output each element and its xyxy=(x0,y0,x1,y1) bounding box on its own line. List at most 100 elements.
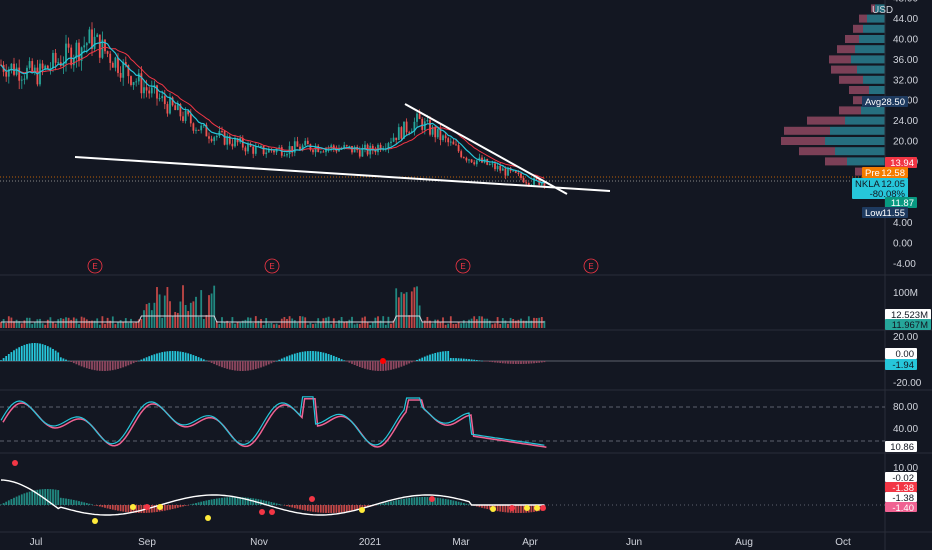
oscillator-histogram-bar xyxy=(135,505,138,513)
oscillator-histogram-bar xyxy=(327,505,330,513)
oscillator-histogram-bar xyxy=(187,505,190,506)
macd-histogram-bar xyxy=(101,361,104,371)
volume-profile-bar xyxy=(875,4,885,13)
oscillator-histogram-bar xyxy=(182,505,184,507)
volume-bar xyxy=(384,324,387,328)
volume-profile-bar xyxy=(839,75,863,84)
macd-histogram-bar xyxy=(291,354,294,361)
price-candle xyxy=(143,87,145,94)
oscillator-histogram-bar xyxy=(351,505,353,511)
oscillator-histogram-bar xyxy=(384,502,387,505)
volume-bar xyxy=(187,311,190,328)
macd-cross-dot xyxy=(380,358,386,364)
macd-histogram-bar xyxy=(345,361,348,362)
macd-histogram-bar xyxy=(223,361,226,369)
price-candle xyxy=(184,110,187,121)
oscillator-histogram-bar xyxy=(296,505,299,509)
macd-histogram-bar xyxy=(150,355,153,361)
volume-bar xyxy=(143,310,145,328)
oscillator-histogram-bar xyxy=(322,505,325,513)
price-candle xyxy=(273,150,275,153)
volume-bar xyxy=(132,322,135,328)
price-candle xyxy=(410,131,413,133)
price-candle xyxy=(330,145,333,148)
price-candle xyxy=(127,65,130,77)
oscillator-histogram-bar xyxy=(262,500,265,505)
volume-pane[interactable] xyxy=(0,285,546,328)
macd-histogram-bar xyxy=(67,360,70,362)
macd-histogram-bar xyxy=(5,355,8,361)
price-candle xyxy=(109,53,112,63)
macd-histogram-bar xyxy=(239,361,242,371)
volume-bar xyxy=(78,324,80,328)
price-candle xyxy=(0,64,2,66)
oscillator-pane[interactable] xyxy=(0,460,885,524)
last-price-badge-label: NKLA xyxy=(855,179,880,190)
oscillator-histogram-bar xyxy=(481,505,483,508)
volume-bar xyxy=(361,317,364,328)
macd-histogram-bar xyxy=(418,358,421,361)
volume-bar xyxy=(468,319,470,328)
volume-bar xyxy=(59,318,62,328)
price-candle xyxy=(150,87,153,94)
price-candle xyxy=(114,57,117,68)
oscillator-histogram-bar xyxy=(221,497,223,505)
macd-histogram-bar xyxy=(535,361,538,364)
price-candle xyxy=(299,146,301,150)
volume-bar xyxy=(431,323,434,328)
oscillator-histogram-bar xyxy=(93,505,96,506)
oscillator-histogram-bar xyxy=(15,496,18,505)
volume-bar xyxy=(135,321,138,328)
oscillator-histogram-bar xyxy=(514,505,517,513)
volume-bar xyxy=(228,322,231,328)
price-candle xyxy=(117,57,119,73)
oscillator-histogram-bar xyxy=(361,505,364,509)
volume-profile-bar xyxy=(825,137,885,145)
macd-histogram-bar xyxy=(78,361,80,366)
oscillator-histogram-bar xyxy=(504,505,507,513)
oscillator-cross-dot xyxy=(509,505,515,511)
volume-bar xyxy=(475,319,478,328)
macd-histogram-bar xyxy=(351,361,353,364)
macd-histogram-bar xyxy=(475,360,478,361)
price-candle xyxy=(179,104,182,117)
price-candle xyxy=(283,155,286,157)
macd-histogram-bar xyxy=(88,361,91,369)
volume-bar xyxy=(371,322,374,328)
oscillator-histogram-bar xyxy=(343,505,346,513)
oscillator-histogram-bar xyxy=(231,497,234,505)
oscillator-histogram-bar xyxy=(465,503,468,505)
macd-histogram-bar xyxy=(327,354,330,361)
volume-bar xyxy=(20,323,23,328)
oscillator-histogram-bar xyxy=(452,500,455,505)
stochastic-pane[interactable] xyxy=(0,396,885,448)
oscillator-cross-dot xyxy=(359,507,365,513)
volume-bar xyxy=(421,321,424,328)
price-candle xyxy=(304,140,307,146)
volume-bar xyxy=(85,319,88,328)
price-candle xyxy=(98,34,101,58)
volume-bar xyxy=(127,322,130,328)
volume-bar xyxy=(192,301,195,328)
macd-pane[interactable] xyxy=(0,343,885,371)
volume-bar xyxy=(67,317,70,328)
volume-bar xyxy=(234,323,236,328)
macd-histogram-bar xyxy=(457,358,460,361)
oscillator-histogram-bar xyxy=(85,503,88,505)
time-axis[interactable]: Jul Sep Nov 2021 Mar Apr Jun Aug Oct xyxy=(30,537,851,548)
price-candle xyxy=(470,159,473,163)
volume-bar xyxy=(2,319,5,328)
price-candle xyxy=(70,47,73,66)
currency-label: USD xyxy=(872,5,893,16)
macd-histogram-bar xyxy=(117,361,119,369)
volume-profile-bar xyxy=(845,116,885,125)
price-candle xyxy=(390,141,392,144)
oscillator-histogram-bar xyxy=(10,499,13,505)
oscillator-histogram-bar xyxy=(236,497,239,505)
oscillator-histogram-bar xyxy=(267,501,270,505)
close-badge-bg xyxy=(885,197,917,208)
price-candle xyxy=(28,61,31,68)
price-tick-label: 20.00 xyxy=(893,137,918,148)
